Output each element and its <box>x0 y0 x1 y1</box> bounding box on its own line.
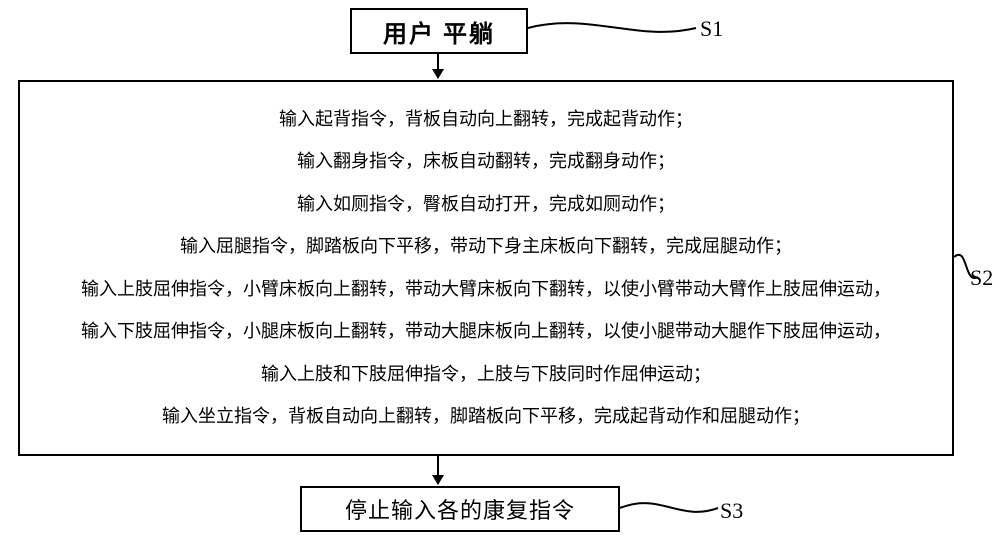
s2-line-1: 输入翻身指令，床板自动翻转，完成翻身动作； <box>28 150 944 173</box>
node-s1: 用户 平躺 <box>350 8 528 54</box>
edge-s2-s3 <box>437 456 439 484</box>
s2-line-0: 输入起背指令，背板自动向上翻转，完成起背动作； <box>28 108 944 131</box>
node-s1-label: 用户 平躺 <box>383 14 495 49</box>
node-s3: 停止输入各的康复指令 <box>300 486 620 532</box>
s2-line-7: 输入坐立指令，背板自动向上翻转，脚踏板向下平移，完成起背动作和屈腿动作； <box>28 405 944 428</box>
annotation-s3: S3 <box>720 498 743 524</box>
node-s2: 输入起背指令，背板自动向上翻转，完成起背动作； 输入翻身指令，床板自动翻转，完成… <box>18 80 954 456</box>
s2-line-5: 输入下肢屈伸指令，小腿床板向上翻转，带动大腿床板向上翻转，以使小腿带动大腿作下肢… <box>28 320 944 343</box>
s2-line-6: 输入上肢和下肢屈伸指令，上肢与下肢同时作屈伸运动； <box>28 363 944 386</box>
node-s3-label: 停止输入各的康复指令 <box>345 493 575 525</box>
edge-s1-s2 <box>437 54 439 78</box>
lead-s1 <box>528 14 698 44</box>
annotation-s2: S2 <box>970 265 993 291</box>
annotation-s1: S1 <box>700 16 723 42</box>
flowchart: 用户 平躺 输入起背指令，背板自动向上翻转，完成起背动作； 输入翻身指令，床板自… <box>0 0 1000 549</box>
s2-line-2: 输入如厕指令，臀板自动打开，完成如厕动作； <box>28 193 944 216</box>
s2-line-4: 输入上肢屈伸指令，小臂床板向上翻转，带动大臂床板向下翻转，以使小臂带动大臂作上肢… <box>28 278 944 301</box>
lead-s3 <box>620 494 720 524</box>
s2-line-3: 输入屈腿指令，脚踏板向下平移，带动下身主床板向下翻转，完成屈腿动作； <box>28 235 944 258</box>
